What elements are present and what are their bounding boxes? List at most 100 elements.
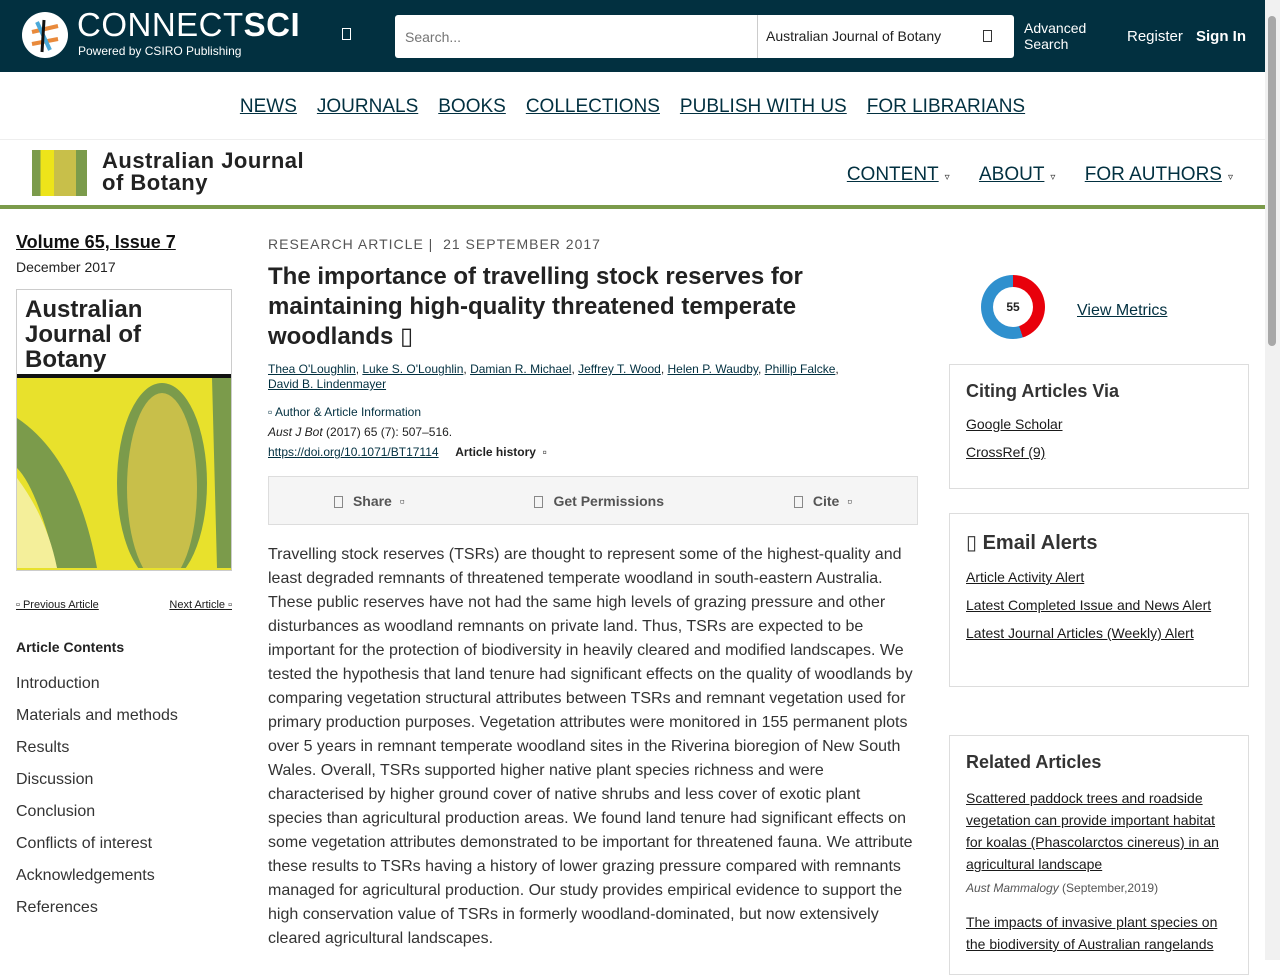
alert-link[interactable]: Latest Completed Issue and News Alert (966, 597, 1212, 613)
toc-item[interactable]: References (16, 899, 98, 916)
view-metrics-link[interactable]: View Metrics (1077, 302, 1168, 319)
share-button[interactable]: Share ▫ (333, 492, 405, 509)
author-link[interactable]: Helen P. Waudby (667, 362, 759, 376)
citing-articles-box: Citing Articles Via Google Scholar Cross… (949, 364, 1249, 489)
article-contents-list: Introduction Materials and methods Results… (16, 675, 232, 931)
alerts-heading: Email Alerts (982, 532, 1098, 554)
author-link[interactable]: Damian R. Michael (470, 362, 572, 376)
label: Previous Article (22, 599, 99, 611)
doi-link[interactable]: https://doi.org/10.1071/BT17114 (268, 445, 439, 459)
scrollbar[interactable] (1265, 0, 1280, 960)
right-sidebar: 55 View Metrics Citing Articles Via Goog… (949, 270, 1249, 975)
nav-news[interactable]: NEWS (239, 96, 297, 117)
altmetric-badge[interactable]: 55 (981, 275, 1045, 339)
article-history-toggle[interactable]: Article history ▫ (455, 445, 547, 459)
nav-journals[interactable]: JOURNALS (316, 96, 419, 117)
article-meta: RESEARCH ARTICLE | 21 SEPTEMBER 2017 (268, 236, 601, 252)
left-sidebar: Volume 65, Issue 7 December 2017 Austral… (16, 232, 232, 931)
alert-link[interactable]: Article Activity Alert (966, 569, 1085, 585)
author-info-toggle[interactable]: ▫ Author & Article Information (268, 405, 422, 419)
menu-icon[interactable] (342, 28, 351, 40)
source-date: (September,2019) (1058, 881, 1159, 895)
label: FOR AUTHORS (1084, 164, 1222, 185)
author-link[interactable]: Jeffrey T. Wood (578, 362, 661, 376)
chevron-down-icon: ▿ (944, 172, 950, 183)
journal-nav-about[interactable]: ABOUT (979, 164, 1044, 185)
volume-link[interactable]: Volume 65, Issue 7 (16, 232, 176, 252)
previous-article-link[interactable]: ▫ Previous Article (16, 599, 99, 611)
journal-name-line1: Australian Journal (102, 148, 305, 173)
altmetric-score: 55 (993, 287, 1033, 327)
author-link[interactable]: Thea O'Loughlin (268, 362, 356, 376)
share-icon (333, 495, 343, 508)
chevron-down-icon: ⌄ (943, 27, 954, 41)
article-contents-heading: Article Contents (16, 639, 125, 655)
advanced-search-link[interactable]: Advanced Search (1024, 20, 1087, 52)
label: ABOUT (978, 164, 1045, 185)
journal-nav-authors[interactable]: FOR AUTHORS (1085, 164, 1222, 185)
brand-light: CONNECT (77, 6, 244, 43)
journal-nav: CONTENT ▿ ABOUT ▿ FOR AUTHORS ▿ (823, 164, 1233, 186)
source-journal: Aust Mammalogy (966, 881, 1059, 895)
label: CONTENT (846, 164, 939, 185)
search-bar: Australian Journal of Botany ⌄ (395, 15, 1014, 58)
toc-item[interactable]: Discussion (16, 771, 94, 788)
brand-name[interactable]: CONNECTSCI (77, 6, 300, 44)
scrollbar-thumb[interactable] (1268, 16, 1276, 346)
get-permissions-button[interactable]: Get Permissions (534, 493, 664, 509)
label: Article history (455, 445, 536, 459)
nav-books[interactable]: BOOKS (438, 96, 506, 117)
journal-cover-image[interactable]: Australian Journal of Botany (16, 289, 232, 571)
author-link[interactable]: David B. Lindenmayer (268, 377, 387, 391)
toc-item[interactable]: Conflicts of interest (16, 835, 153, 852)
cite-icon (793, 495, 803, 508)
toc-item[interactable]: Conclusion (16, 803, 96, 820)
related-articles-box: Related Articles Scattered paddock trees… (949, 735, 1249, 975)
label: Next Article (169, 599, 226, 611)
permissions-icon (534, 495, 544, 508)
sign-in-link[interactable]: Sign In (1196, 28, 1246, 45)
search-icon[interactable] (983, 30, 992, 42)
article-type: RESEARCH ARTICLE (268, 236, 424, 252)
citation-journal: Aust J Bot (268, 425, 323, 439)
journal-nav-content[interactable]: CONTENT (847, 164, 939, 185)
powered-by: Powered by CSIRO Publishing (78, 44, 242, 58)
journal-name-line2: of Botany (102, 170, 208, 195)
related-article-link[interactable]: Scattered paddock trees and roadside veg… (966, 790, 1219, 872)
chevron-down-icon: ▿ (1227, 172, 1233, 183)
article-pagination: ▫ Previous Article Next Article ▫ (16, 599, 232, 611)
related-heading: Related Articles (966, 752, 1102, 772)
main-nav: NEWS JOURNALS BOOKS COLLECTIONS PUBLISH WITH… (0, 96, 1265, 118)
journal-logo-icon[interactable] (32, 150, 87, 196)
author-link[interactable]: Phillip Falcke (764, 362, 836, 376)
nav-collections[interactable]: COLLECTIONS (525, 96, 660, 117)
label: Get Permissions (553, 492, 664, 509)
register-link[interactable]: Register (1127, 28, 1183, 45)
bookmark-icon[interactable]: ▯ (400, 323, 414, 350)
search-input[interactable] (395, 15, 755, 58)
cite-button[interactable]: Cite ▫ (793, 493, 852, 509)
google-scholar-link[interactable]: Google Scholar (966, 416, 1063, 432)
alert-link[interactable]: Latest Journal Articles (Weekly) Alert (966, 625, 1194, 641)
related-article-link[interactable]: The impacts of invasive plant species on… (966, 914, 1218, 952)
author-link[interactable]: Luke S. O'Loughlin (362, 362, 464, 376)
toc-item[interactable]: Acknowledgements (16, 867, 155, 884)
email-alerts-box: ▯ Email Alerts Article Activity Alert La… (949, 513, 1249, 687)
nav-librarians[interactable]: FOR LIBRARIANS (866, 96, 1026, 117)
connectsci-logo-icon[interactable] (22, 12, 68, 58)
article-tools: Share ▫ Get Permissions Cite ▫ (268, 476, 918, 525)
toc-item[interactable]: Results (16, 739, 70, 756)
toc-item[interactable]: Introduction (16, 675, 100, 692)
article-date: 21 SEPTEMBER 2017 (443, 236, 601, 252)
nav-publish[interactable]: PUBLISH WITH US (679, 96, 847, 117)
cover-title: Australian Journal of Botany (17, 290, 231, 378)
label: Author & Article Information (274, 405, 422, 419)
label: Share (352, 492, 392, 509)
toc-item[interactable]: Materials and methods (16, 707, 178, 724)
crossref-link[interactable]: CrossRef (9) (966, 444, 1046, 460)
search-scope-select[interactable]: Australian Journal of Botany (757, 15, 965, 58)
journal-name[interactable]: Australian Journal of Botany (102, 150, 304, 194)
top-bar: CONNECTSCI Powered by CSIRO Publishing A… (0, 0, 1265, 72)
next-article-link[interactable]: Next Article ▫ (169, 599, 232, 611)
article-info: ▫ Author & Article Information Aust J Bo… (268, 402, 918, 462)
